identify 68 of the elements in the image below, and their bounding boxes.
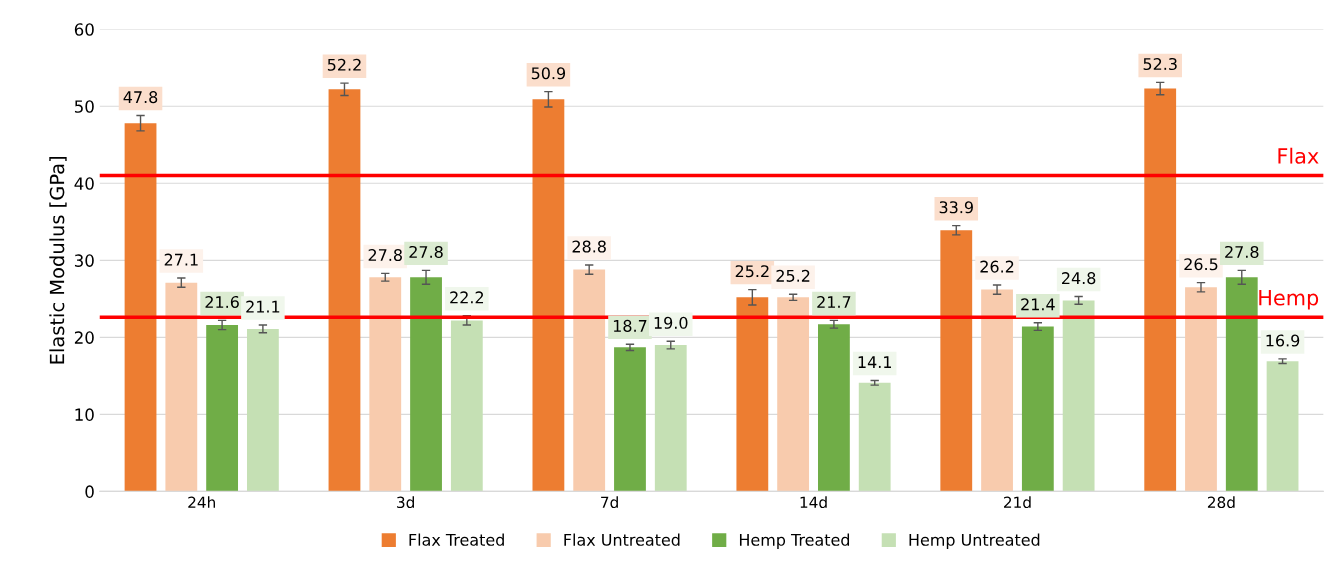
data-label: 26.5 — [1184, 258, 1218, 271]
x-tick-label: 14d — [800, 496, 827, 509]
y-tick-label: 10 — [75, 408, 94, 421]
legend-label: Hemp Untreated — [909, 533, 1040, 549]
bar — [450, 320, 483, 492]
bar — [1266, 361, 1299, 492]
bar — [654, 345, 687, 492]
y-tick-label: 50 — [74, 100, 94, 113]
x-tick-label: 28d — [1207, 496, 1235, 509]
data-label: 21.6 — [205, 295, 239, 309]
data-label: 24.8 — [1062, 272, 1096, 285]
bar — [858, 382, 891, 492]
bar — [1062, 300, 1095, 492]
bar — [1144, 88, 1177, 492]
data-label: 47.8 — [123, 91, 158, 104]
bar — [206, 325, 239, 492]
ref-line-label: Flax — [1278, 147, 1319, 164]
data-label: 21.7 — [817, 295, 851, 308]
bar — [369, 277, 402, 492]
data-label: 27.8 — [368, 249, 402, 262]
bar — [777, 297, 810, 492]
data-label: 52.3 — [1143, 57, 1177, 71]
bar — [246, 328, 279, 492]
x-tick-label: 7d — [601, 496, 618, 509]
data-label: 19.0 — [654, 316, 688, 329]
data-label: 27.1 — [164, 253, 198, 266]
data-label: 25.2 — [776, 269, 810, 282]
y-axis-title: Elastic Modulus [GPa] — [49, 156, 67, 364]
ref-line-label: Hemp — [1259, 290, 1319, 310]
data-label: 50.9 — [531, 67, 566, 80]
x-tick-label: 21d — [1004, 496, 1031, 509]
bar — [1021, 326, 1054, 492]
bar — [614, 347, 646, 492]
bar — [573, 269, 606, 492]
bar — [1225, 277, 1258, 492]
data-label: 21.4 — [1021, 298, 1055, 311]
bar — [736, 297, 769, 492]
bar — [940, 230, 973, 492]
bar — [328, 89, 361, 492]
data-label: 14.1 — [858, 356, 891, 368]
data-label: 27.8 — [1225, 245, 1259, 258]
x-tick-label: 3d — [397, 496, 414, 509]
legend-label: Hemp Treated — [739, 533, 850, 549]
bar — [124, 123, 157, 492]
legend-label: Flax Untreated — [564, 533, 680, 546]
y-tick-label: 60 — [74, 23, 94, 36]
data-label: 18.7 — [613, 319, 647, 332]
data-label: 27.8 — [409, 245, 443, 258]
y-tick-label: 20 — [74, 331, 94, 344]
bar — [981, 289, 1013, 492]
bar — [410, 277, 442, 492]
bar — [818, 324, 850, 492]
data-label: 25.2 — [735, 265, 769, 278]
bar — [1185, 287, 1217, 492]
data-label: 26.2 — [980, 260, 1014, 273]
y-tick-label: 0 — [85, 485, 94, 498]
y-tick-label: 30 — [74, 254, 94, 267]
data-label: 33.9 — [939, 201, 973, 214]
legend-label: Flax Treated — [409, 533, 504, 546]
data-label: 28.8 — [572, 240, 606, 253]
data-label: 21.1 — [246, 300, 280, 313]
data-label: 16.9 — [1266, 334, 1300, 347]
y-tick-label: 40 — [74, 177, 94, 190]
bar — [165, 282, 198, 492]
bar — [532, 99, 565, 492]
x-tick-label: 24h — [188, 496, 215, 508]
data-label: 22.2 — [450, 291, 484, 304]
data-label: 52.2 — [327, 58, 361, 71]
